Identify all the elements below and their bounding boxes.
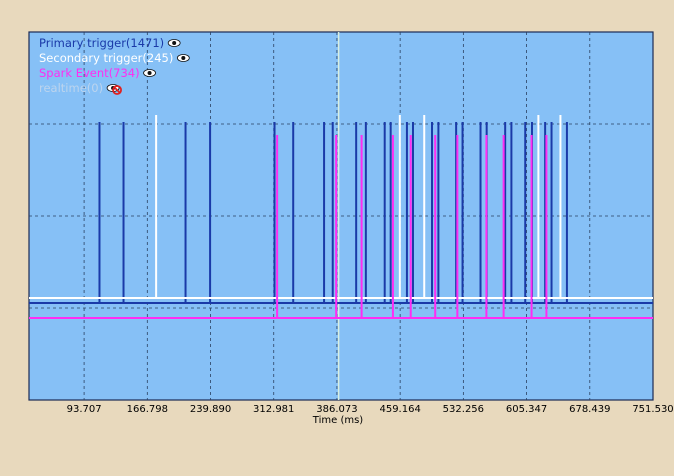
series-spark-event [29,135,653,319]
x-tick-label: 386.073 [316,404,357,415]
plot-area[interactable] [28,31,654,401]
x-tick-label: 93.707 [67,404,102,415]
hidden-slash [113,86,121,94]
legend-label: Spark Event(734) [39,66,140,80]
legend-label: realtime(0) [39,81,103,95]
x-tick-label: 239.890 [190,404,231,415]
eye-pupil [172,41,177,45]
x-tick-label: 166.798 [127,404,168,415]
x-axis: 93.707 166.798 239.890 312.981 386.073 459.16… [67,404,674,415]
legend: Primary trigger(1471)Secondary trigger(2… [39,36,190,95]
eye-hidden-icon [106,84,122,95]
x-tick-label: 532.256 [443,404,484,415]
x-tick-label: 678.439 [569,404,610,415]
hidden-ring [112,85,122,95]
legend-label: Primary trigger(1471) [39,36,164,50]
eye-pupil [147,71,152,75]
eye-icon [176,54,190,62]
x-tick-label: 459.164 [379,404,420,415]
eye-icon [143,69,156,77]
x-tick-label: 312.981 [253,404,294,415]
x-axis-title: Time (ms) [312,415,364,426]
series-secondary-trigger [29,115,653,299]
x-tick-label: 605.347 [506,404,547,415]
legend-label: Secondary trigger(245) [39,51,173,65]
eye-pupil [181,56,186,60]
x-tick-label: 751.530 [632,404,673,415]
eye-icon [167,39,181,47]
